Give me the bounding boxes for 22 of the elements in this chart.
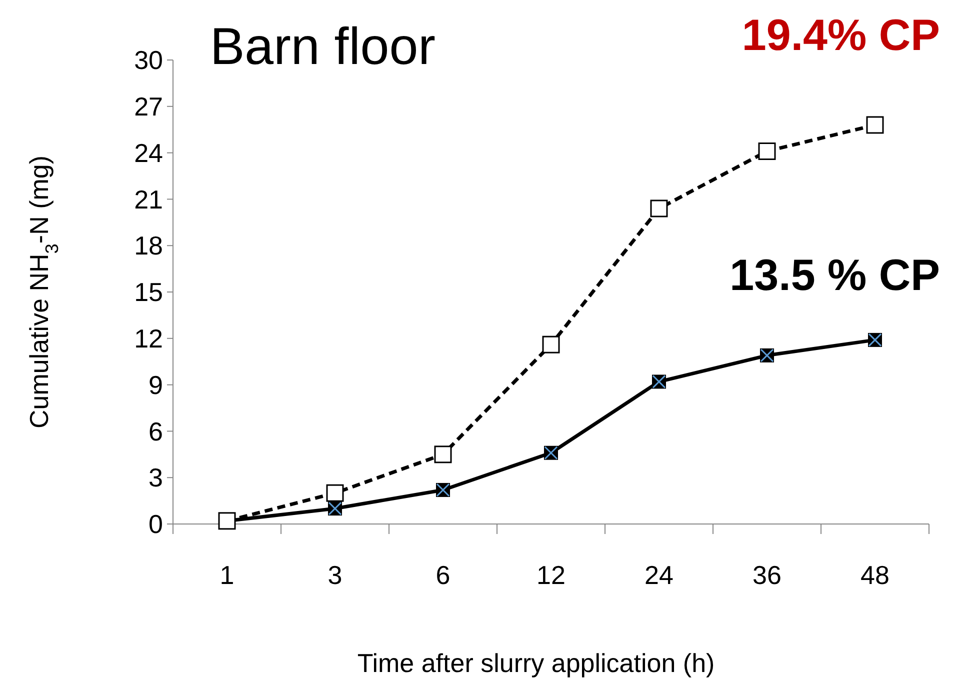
series-label: 13.5 % CP bbox=[730, 251, 940, 300]
y-tick-label: 24 bbox=[134, 138, 163, 168]
x-tick-label: 48 bbox=[860, 560, 890, 590]
y-tick-label: 30 bbox=[134, 45, 163, 76]
y-tick-label: 21 bbox=[134, 184, 163, 214]
x-tick-label: 12 bbox=[536, 560, 566, 590]
y-tick-label: 12 bbox=[134, 324, 163, 354]
y-tick-label: 27 bbox=[134, 92, 163, 122]
x-tick-label: 36 bbox=[752, 560, 782, 590]
chart-title: Barn floor bbox=[210, 18, 436, 76]
series-label: 19.4% CP bbox=[742, 11, 940, 60]
x-tick-label: 3 bbox=[328, 560, 342, 590]
y-tick-label: 15 bbox=[134, 277, 163, 308]
y-tick-label: 9 bbox=[148, 370, 163, 400]
y-tick-label: 0 bbox=[148, 509, 163, 540]
y-tick-label: 3 bbox=[148, 462, 163, 493]
y-tick-label: 6 bbox=[148, 416, 163, 446]
x-tick-label: 1 bbox=[220, 560, 234, 590]
x-tick-label: 6 bbox=[436, 560, 450, 590]
y-tick-label: 18 bbox=[134, 230, 163, 261]
x-axis-title: Time after slurry application (h) bbox=[357, 648, 715, 678]
x-tick-label: 24 bbox=[644, 560, 674, 590]
